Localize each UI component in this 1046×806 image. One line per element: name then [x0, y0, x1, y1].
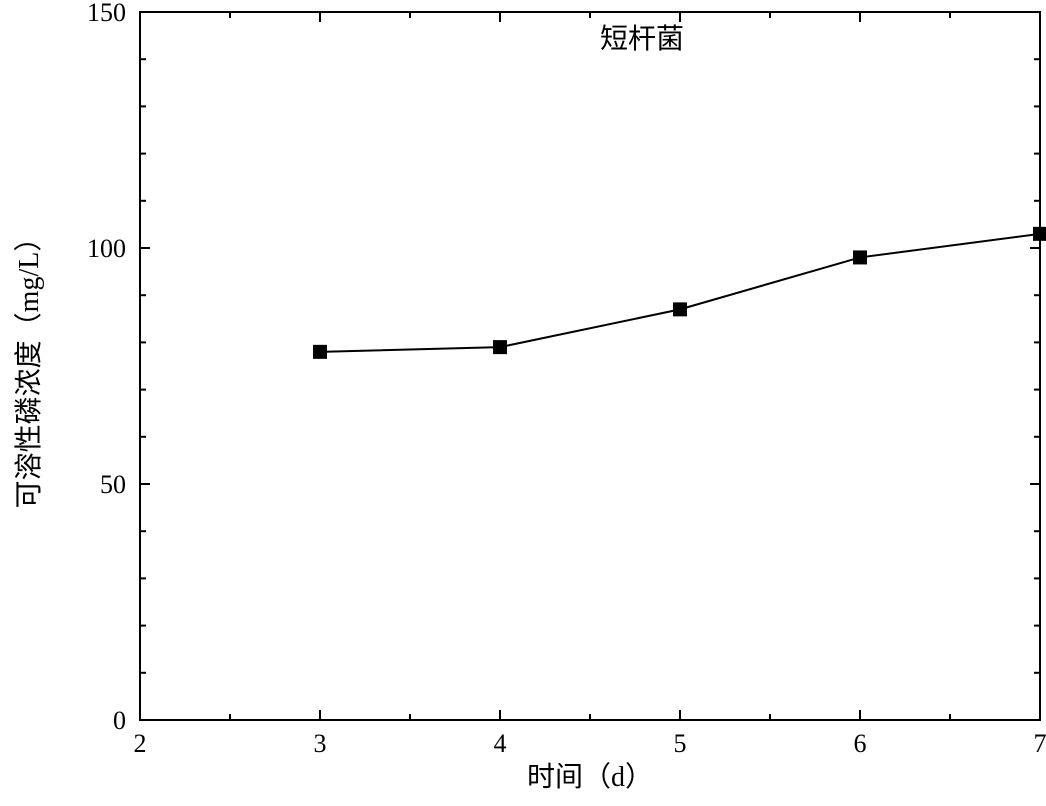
x-tick-label: 2	[134, 729, 147, 758]
y-tick-label: 50	[100, 470, 126, 499]
x-tick-label: 6	[854, 729, 867, 758]
series-line	[320, 234, 1040, 352]
y-tick-label: 0	[113, 706, 126, 735]
data-marker	[493, 340, 507, 354]
legend-label: 短杆菌	[600, 23, 684, 55]
y-ticks	[140, 12, 1040, 720]
data-marker	[1033, 227, 1046, 241]
x-tick-label: 4	[494, 729, 507, 758]
data-marker	[313, 345, 327, 359]
data-marker	[673, 302, 687, 316]
x-axis-label: 时间（d）	[527, 761, 653, 793]
chart-svg: 2 3 4 5 6 7 0 50 100 150 短杆菌 时间（d） 可溶性磷浓度（mg/L）	[0, 0, 1046, 806]
y-tick-label: 100	[87, 234, 126, 263]
chart-container: 2 3 4 5 6 7 0 50 100 150 短杆菌 时间（d） 可溶性磷浓度（mg/L）	[0, 0, 1046, 806]
x-tick-labels: 2 3 4 5 6 7	[134, 729, 1046, 758]
data-series	[313, 227, 1046, 359]
x-ticks	[140, 12, 1040, 720]
x-tick-label: 7	[1034, 729, 1046, 758]
x-tick-label: 5	[674, 729, 687, 758]
x-tick-label: 3	[314, 729, 327, 758]
data-marker	[853, 250, 867, 264]
y-axis-label: 可溶性磷浓度（mg/L）	[13, 224, 45, 509]
y-tick-labels: 0 50 100 150	[87, 0, 126, 735]
y-tick-label: 150	[87, 0, 126, 27]
axis-frame	[140, 12, 1040, 720]
